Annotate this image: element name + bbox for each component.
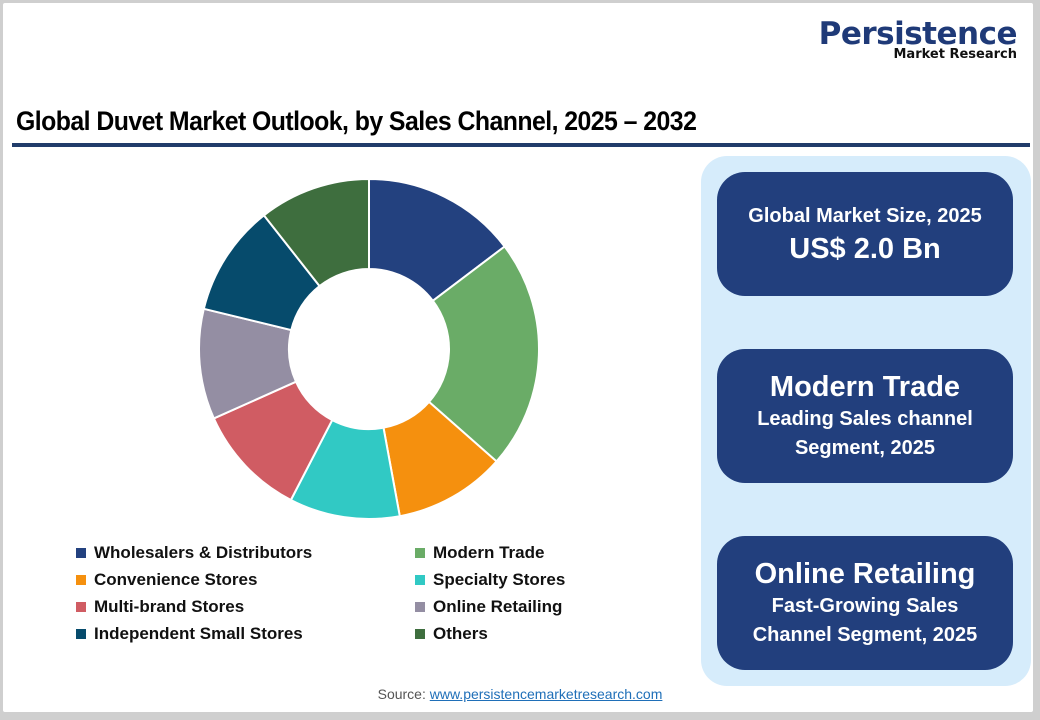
- legend-item: Convenience Stores: [76, 570, 257, 590]
- fast-growing-card: Online Retailing Fast-Growing Sales Chan…: [717, 536, 1013, 670]
- legend-swatch-icon: [76, 548, 86, 558]
- leading-segment-card: Modern Trade Leading Sales channel Segme…: [717, 349, 1013, 483]
- logo-main-text: Persistence: [818, 16, 1018, 52]
- source-link[interactable]: www.persistencemarketresearch.com: [429, 686, 663, 702]
- legend-label: Multi-brand Stores: [94, 597, 245, 616]
- legend-swatch-icon: [415, 602, 425, 612]
- donut-slice-others: [262, 177, 370, 288]
- legend-swatch-icon: [76, 629, 86, 639]
- legend-label: Independent Small Stores: [94, 624, 303, 643]
- source-label: Source:: [377, 686, 426, 702]
- donut-slice-wholesalers-distributors: [368, 177, 507, 303]
- legend-label: Others: [433, 624, 488, 643]
- market-size-label: Global Market Size, 2025: [748, 204, 982, 227]
- donut-chart: [198, 177, 540, 520]
- market-size-value: US$ 2.0 Bn: [789, 232, 941, 265]
- chart-title: Global Duvet Market Outlook, by Sales Ch…: [16, 106, 697, 136]
- highlights-panel: Global Market Size, 2025 US$ 2.0 Bn Mode…: [701, 156, 1031, 686]
- legend-item: Online Retailing: [415, 597, 562, 617]
- legend-swatch-icon: [76, 602, 86, 612]
- legend-label: Modern Trade: [433, 543, 545, 562]
- leading-segment-desc-1: Leading Sales channel: [757, 408, 973, 430]
- company-logo: Persistence Market Research: [818, 16, 1018, 62]
- legend-label: Online Retailing: [433, 597, 563, 616]
- legend-item: Modern Trade: [415, 543, 544, 563]
- donut-slice-modern-trade: [427, 245, 540, 463]
- fast-growing-name: Online Retailing: [754, 558, 976, 590]
- legend-swatch-icon: [76, 575, 86, 585]
- fast-growing-desc-1: Fast-Growing Sales: [771, 595, 959, 617]
- leading-segment-desc-2: Segment, 2025: [794, 437, 936, 459]
- legend-label: Convenience Stores: [94, 570, 258, 589]
- legend-label: Specialty Stores: [433, 570, 566, 589]
- legend-item: Specialty Stores: [415, 570, 565, 590]
- logo-sub-text: Market Research: [893, 47, 1018, 62]
- legend-swatch-icon: [415, 629, 425, 639]
- legend-item: Independent Small Stores: [76, 624, 303, 644]
- legend-label: Wholesalers & Distributors: [94, 543, 313, 562]
- fast-growing-desc-2: Channel Segment, 2025: [752, 624, 978, 646]
- legend-item: Multi-brand Stores: [76, 597, 244, 617]
- legend-item: Others: [415, 624, 488, 644]
- legend-item: Wholesalers & Distributors: [76, 543, 312, 563]
- legend-swatch-icon: [415, 548, 425, 558]
- leading-segment-name: Modern Trade: [769, 371, 961, 403]
- legend-swatch-icon: [415, 575, 425, 585]
- source-line: Source: www.persistencemarketresearch.co…: [0, 686, 1040, 702]
- market-size-card: Global Market Size, 2025 US$ 2.0 Bn: [717, 172, 1013, 296]
- title-divider: [12, 143, 1030, 147]
